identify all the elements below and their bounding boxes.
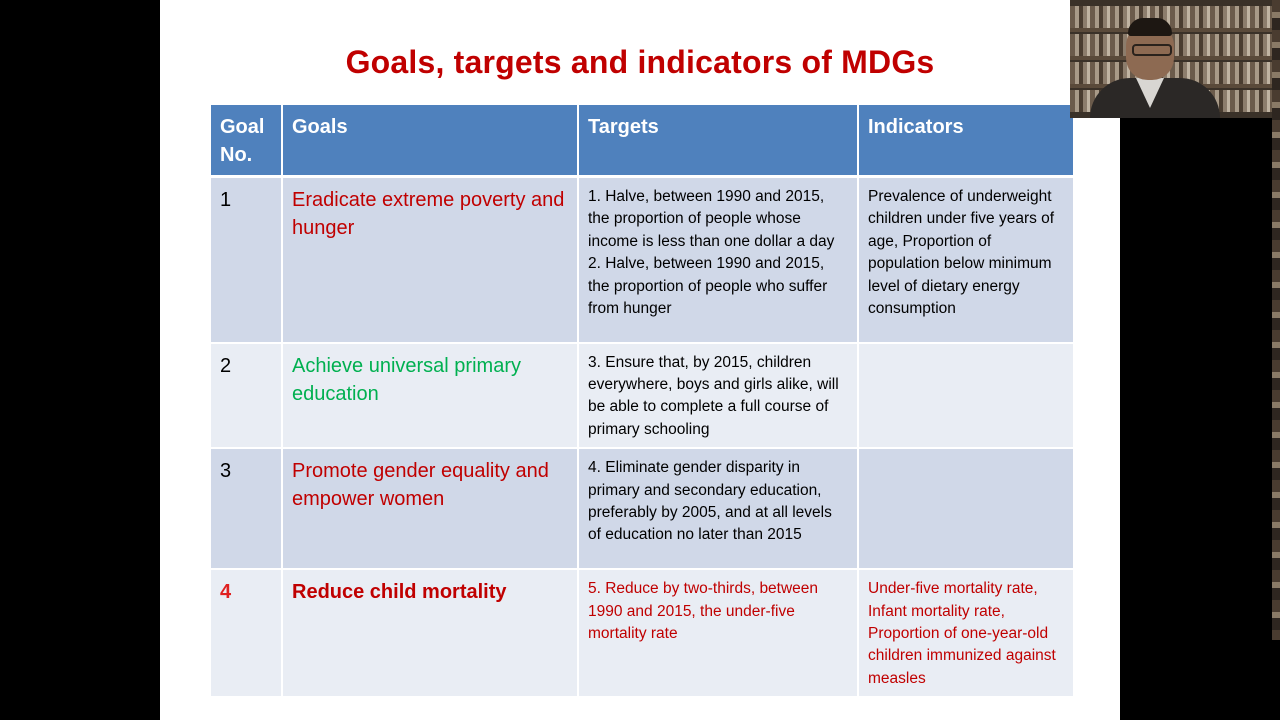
target-text: 2. Halve, between 1990 and 2015, the pro… (588, 255, 828, 318)
targets-cell: 4. Eliminate gender disparity in primary… (577, 448, 859, 571)
targets-cell: 5. Reduce by two-thirds, between 1990 an… (577, 569, 859, 697)
target-text: 3. Ensure that, by 2015, children everyw… (588, 353, 839, 438)
mdg-table: Goal No. Goals Targets Indicators 1 Erad… (209, 105, 1075, 697)
indicators-text (857, 448, 1075, 571)
target-text: 4. Eliminate gender disparity in primary… (588, 459, 832, 544)
shelf (1070, 28, 1280, 32)
goal-text: Eradicate extreme poverty and hunger (281, 176, 579, 344)
presenter-hair (1128, 18, 1172, 36)
presenter-glasses (1132, 44, 1172, 56)
table-row: 4 Reduce child mortality 5. Reduce by tw… (209, 569, 1075, 697)
right-black-bar (1120, 118, 1280, 720)
indicators-text: Under-five mortality rate, Infant mortal… (857, 569, 1075, 697)
bookshelf-row (1070, 34, 1280, 56)
target-text: 1. Halve, between 1990 and 2015, the pro… (588, 188, 835, 250)
header-indicators: Indicators (857, 105, 1075, 178)
indicators-text (857, 342, 1075, 450)
indicators-text: Prevalence of underweight children under… (857, 176, 1075, 344)
slide-title: Goals, targets and indicators of MDGs (345, 44, 935, 80)
goal-number: 2 (209, 342, 283, 450)
edge-bookshelf-strip (1272, 0, 1280, 640)
table-header-row: Goal No. Goals Targets Indicators (209, 105, 1075, 178)
presentation-slide: Goals, targets and indicators of MDGs Go… (160, 0, 1120, 720)
header-goals: Goals (281, 105, 579, 178)
goal-text: Achieve universal primary education (281, 342, 579, 450)
header-targets: Targets (577, 105, 859, 178)
goal-text: Promote gender equality and empower wome… (281, 448, 579, 571)
webcam-overlay (1070, 0, 1280, 118)
goal-text: Reduce child mortality (281, 569, 579, 697)
header-goal-no: Goal No. (209, 105, 283, 178)
table-row: 3 Promote gender equality and empower wo… (209, 448, 1075, 571)
goal-number: 4 (209, 569, 283, 697)
targets-cell: 3. Ensure that, by 2015, children everyw… (577, 342, 859, 450)
bookshelf-row (1070, 6, 1280, 28)
table-row: 1 Eradicate extreme poverty and hunger 1… (209, 176, 1075, 344)
target-text: 5. Reduce by two-thirds, between 1990 an… (588, 580, 819, 642)
goal-number: 1 (209, 176, 283, 344)
goal-number: 3 (209, 448, 283, 571)
targets-cell: 1. Halve, between 1990 and 2015, the pro… (577, 176, 859, 344)
table-row: 2 Achieve universal primary education 3.… (209, 342, 1075, 450)
shelf (1070, 56, 1280, 60)
